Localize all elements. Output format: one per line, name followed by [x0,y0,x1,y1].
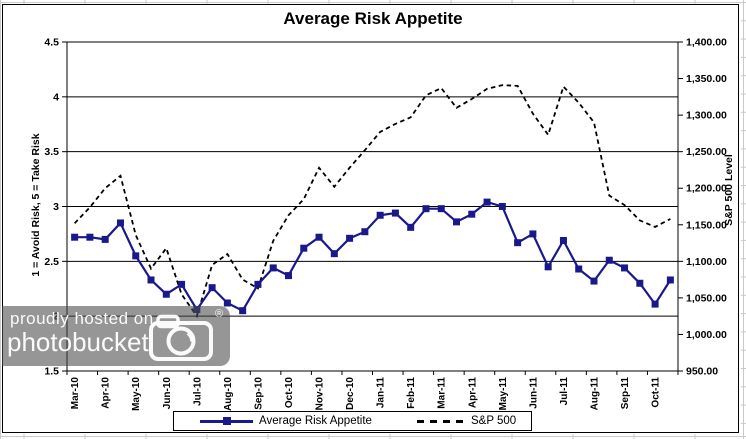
risk-appetite-marker [514,239,522,247]
risk-appetite-marker [116,219,124,227]
risk-appetite-marker [453,218,461,226]
x-axis-tick-label: Mar-11 [437,377,448,409]
risk-appetite-marker [132,252,140,260]
y-axis-right-tick-label: 1,400.00 [686,37,727,49]
risk-appetite-marker [621,264,629,272]
risk-appetite-marker [636,279,644,287]
risk-appetite-marker [483,198,491,206]
risk-appetite-marker [346,234,354,242]
risk-appetite-marker [575,265,583,273]
registered-trademark-icon: ® [215,308,224,320]
risk-appetite-marker [330,250,338,258]
x-axis-tick-label: May-10 [131,377,142,411]
risk-appetite-marker [269,264,277,272]
risk-appetite-marker [315,233,323,241]
x-axis-ticks [66,371,679,375]
risk-line-sample [200,417,253,425]
risk-appetite-marker [284,272,292,280]
legend-label-risk-appetite: Average Risk Appetite [259,415,372,427]
sp500-dash-sample [417,420,465,423]
risk-marker-sample [223,417,231,425]
camera-icon [149,314,213,361]
x-axis-tick-label: May-11 [498,377,509,411]
chart-title: Average Risk Appetite [283,9,463,28]
risk-appetite-marker [178,280,186,288]
x-axis-tick-label: Mar-10 [70,377,81,410]
x-axis-tick-label: Jun-10 [162,377,173,410]
photobucket-watermark: proudly hosted on photobucket ® [2,306,230,366]
risk-appetite-marker [544,263,552,271]
x-axis-labels: Mar-10 Apr-10 May-10 Jun-10 Jul-10 Aug-10 Sep-… [70,377,661,411]
y-axis-right-ticks: 1,400.00 1,350.00 1,300.00 1,250.00 1,200.00… [678,37,727,378]
risk-appetite-marker [254,280,262,288]
x-axis-tick-label: Jul-11 [559,377,570,406]
risk-appetite-marker [590,277,598,285]
y-axis-right-tick-label: 950.00 [686,366,718,378]
risk-appetite-series [71,198,674,315]
x-axis-tick-label: Jul-10 [192,377,203,406]
y-axis-left-tick-label: 4.5 [44,37,59,49]
y-axis-right-tick-label: 1,100.00 [686,256,727,268]
y-axis-left-tick-label: 3.5 [44,146,59,158]
risk-appetite-marker [529,230,537,238]
x-axis-tick-label: Apr-11 [467,377,478,409]
risk-appetite-line [74,200,672,313]
risk-appetite-marker [559,236,567,244]
y-axis-left-tick-label: 3 [53,201,59,213]
sp500-line [73,84,671,319]
y-axis-right-tick-label: 1,300.00 [686,110,727,122]
x-axis-tick-label: Apr-10 [101,377,112,409]
x-axis-tick-label: Dec-10 [345,377,356,410]
risk-appetite-marker [86,233,94,241]
risk-appetite-marker [422,205,430,213]
watermark-brand: photobucket [7,327,149,357]
risk-appetite-marker [162,290,170,298]
y-axis-left-tick-label: 4 [53,91,59,103]
x-axis-tick-label: Aug-11 [589,377,600,411]
y-axis-right-tick-label: 1,250.00 [686,146,727,158]
risk-appetite-marker [376,211,384,219]
risk-appetite-marker [407,223,415,231]
y-axis-right-tick-label: 1,000.00 [686,329,727,341]
watermark-tagline: proudly hosted on [10,309,154,328]
x-axis-tick-label: Oct-11 [651,377,662,408]
x-axis-tick-label: Feb-11 [406,377,417,409]
x-axis-tick-label: Sep-10 [253,377,264,410]
risk-appetite-marker [605,256,613,264]
x-axis-tick-label: Jan-11 [376,377,387,409]
risk-appetite-marker [391,209,399,217]
risk-appetite-marker [666,276,674,284]
risk-appetite-marker [468,210,476,218]
risk-appetite-marker [208,284,216,292]
x-axis-tick-label: Jun-11 [528,377,539,409]
legend-label-sp500: S&P 500 [471,415,517,427]
x-axis-tick-label: Sep-11 [620,377,631,410]
sp500-series [73,84,671,319]
risk-appetite-marker [71,233,79,241]
y-axis-right-tick-label: 1,150.00 [686,219,727,231]
y-axis-right-tick-label: 1,050.00 [686,292,727,304]
risk-appetite-marker [223,299,231,307]
risk-appetite-marker [101,235,109,243]
risk-appetite-marker [498,203,506,210]
risk-appetite-marker [147,276,155,284]
chart-legend: Average Risk Appetite S&P 500 [173,411,532,431]
y-axis-left-tick-label: 1.5 [44,366,59,378]
risk-appetite-marker [437,205,445,213]
x-axis-tick-label: Nov-10 [315,377,326,411]
risk-appetite-marker [651,300,659,308]
x-axis-tick-label: Oct-10 [284,377,295,409]
risk-appetite-marker [239,307,247,315]
risk-appetite-marker [300,244,308,252]
y-axis-right-tick-label: 1,200.00 [686,183,727,195]
y-axis-right-tick-label: 1,350.00 [686,73,727,85]
risk-appetite-marker [361,228,369,236]
x-axis-tick-label: Aug-10 [223,377,234,411]
y-axis-left-tick-label: 2.5 [44,256,59,268]
